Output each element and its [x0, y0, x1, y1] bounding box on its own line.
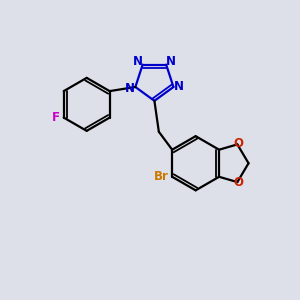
- Text: Br: Br: [154, 170, 168, 183]
- Text: N: N: [166, 55, 176, 68]
- Text: O: O: [233, 137, 243, 150]
- Text: N: N: [133, 55, 142, 68]
- Text: O: O: [233, 176, 243, 189]
- Text: F: F: [52, 111, 59, 124]
- Text: N: N: [125, 82, 135, 95]
- Text: N: N: [173, 80, 184, 93]
